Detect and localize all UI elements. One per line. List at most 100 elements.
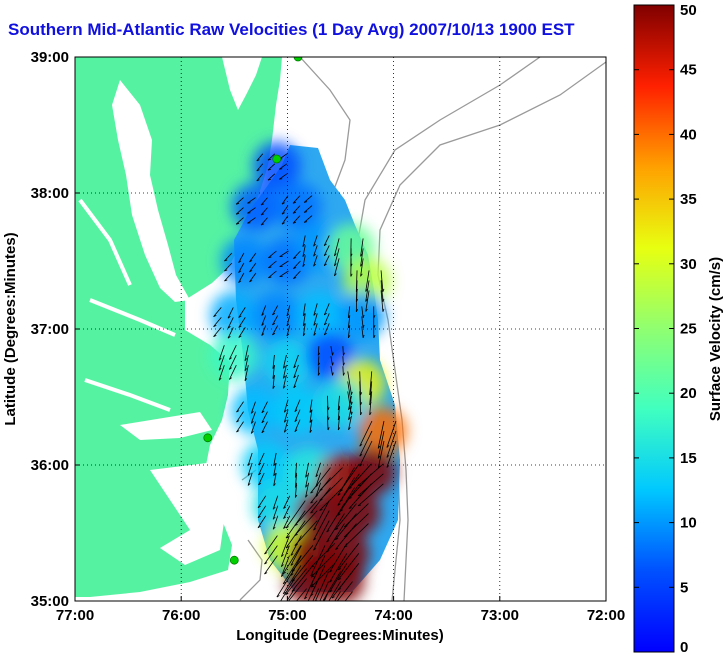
velocity-vector: [380, 290, 384, 312]
velocity-vector: [290, 535, 302, 556]
velocity-vector: [313, 255, 318, 267]
velocity-vector: [286, 305, 291, 317]
velocity-vector: [256, 153, 264, 162]
velocity-vector: [323, 313, 330, 326]
velocity-vector: [244, 355, 249, 371]
velocity-vector-head: [337, 513, 341, 516]
velocity-vector: [369, 381, 373, 405]
velocity-vector: [361, 316, 364, 328]
velocity-vector: [339, 463, 360, 492]
velocity-vector-head: [238, 270, 242, 273]
velocity-vector-head: [273, 463, 276, 467]
velocity-vector-head: [249, 270, 253, 273]
velocity-vector: [294, 419, 301, 432]
velocity-vector-head: [327, 417, 330, 421]
velocity-vector-head: [348, 417, 351, 420]
velocity-vector-head: [348, 335, 351, 339]
velocity-vector-head: [279, 168, 283, 170]
velocity-vector-head: [332, 352, 334, 356]
velocity-vector-head: [302, 323, 306, 327]
colorbar-tick-label: 30: [680, 256, 697, 273]
velocity-vector-head: [334, 263, 337, 267]
velocity-vector: [282, 565, 302, 595]
velocity-vector: [312, 588, 320, 601]
velocity-vector-head: [213, 325, 217, 327]
velocity-vector: [339, 473, 360, 502]
velocity-vector: [303, 215, 313, 223]
velocity-cell: [252, 481, 301, 530]
velocity-vector-head: [348, 427, 351, 430]
velocity-vector-head: [302, 244, 306, 247]
velocity-vector-head: [236, 410, 240, 413]
colorbar-ticks: 0 5 10 15 20 25 30 35 40 45 50: [634, 2, 697, 656]
velocity-vector-head: [229, 367, 232, 370]
velocity-vector: [329, 543, 348, 573]
velocity-vector-head: [313, 323, 317, 326]
velocity-vector: [365, 280, 370, 302]
velocity-vector-head: [334, 273, 337, 277]
velocity-vector-head: [338, 568, 342, 571]
velocity-vector-head: [268, 276, 272, 279]
velocity-vector-head: [313, 253, 316, 257]
velocity-vector-head: [293, 385, 297, 389]
velocity-vector: [293, 250, 301, 259]
velocity-vector-head: [293, 267, 297, 269]
velocity-vector: [282, 555, 302, 585]
velocity-vector: [257, 495, 267, 508]
velocity-vector: [267, 173, 276, 181]
velocity-cell: [274, 182, 323, 231]
velocity-vector-head: [302, 264, 306, 267]
velocity-vector-head: [323, 243, 327, 247]
velocity-vector: [360, 238, 364, 257]
y-axis-ticks: 35:00 36:00 37:00 38:00 39:00: [31, 49, 80, 610]
velocity-vector-head: [339, 499, 343, 502]
velocity-vector: [283, 505, 291, 519]
velocity-vector: [224, 272, 233, 282]
velocity-vector: [258, 452, 265, 466]
velocity-vector: [322, 571, 341, 601]
velocity-vector-head: [339, 489, 343, 492]
velocity-cell: [263, 339, 312, 387]
velocity-vector-head: [365, 298, 368, 302]
velocity-vector: [294, 510, 318, 536]
velocity-vector: [302, 313, 306, 326]
velocity-vector: [293, 270, 301, 279]
velocity-vector-head: [292, 201, 296, 204]
velocity-vector-head: [244, 368, 248, 371]
velocity-vector: [359, 430, 373, 457]
velocity-vector: [250, 401, 256, 414]
velocity-vector-head: [310, 585, 315, 588]
velocity-vector-head: [360, 273, 363, 277]
velocity-vector: [361, 326, 364, 338]
velocity-vector: [218, 345, 225, 361]
velocity-vector-head: [261, 313, 265, 316]
velocity-vector-head: [360, 402, 363, 406]
velocity-vector-head: [310, 491, 314, 494]
velocity-vector: [272, 374, 275, 389]
velocity-vector: [377, 430, 385, 459]
velocity-vector: [359, 440, 373, 467]
velocity-vector-head: [313, 243, 316, 247]
velocity-vector: [227, 317, 234, 329]
velocity-vector: [260, 207, 268, 216]
velocity-vector-head: [290, 553, 294, 556]
velocity-vector: [213, 317, 222, 327]
velocity-vector-head: [342, 372, 345, 376]
velocity-vector: [273, 452, 277, 466]
velocity-vector-head: [305, 484, 308, 488]
velocity-vector-head: [284, 409, 287, 413]
velocity-vector: [310, 563, 336, 588]
velocity-vector-head: [273, 473, 276, 477]
velocity-vector-head: [292, 221, 296, 224]
velocity-vector-head: [332, 607, 335, 608]
velocity-vector: [294, 482, 298, 498]
velocity-vector-head: [261, 430, 265, 434]
velocity-vector: [238, 262, 245, 273]
velocity-vector: [347, 306, 351, 318]
velocity-vector-head: [315, 474, 319, 478]
velocity-vector: [228, 365, 237, 380]
velocity-vector-head: [283, 506, 287, 509]
velocity-vector-head: [236, 202, 240, 205]
radar-site-marker: [229, 555, 239, 565]
pamlico-sound: [150, 462, 225, 565]
